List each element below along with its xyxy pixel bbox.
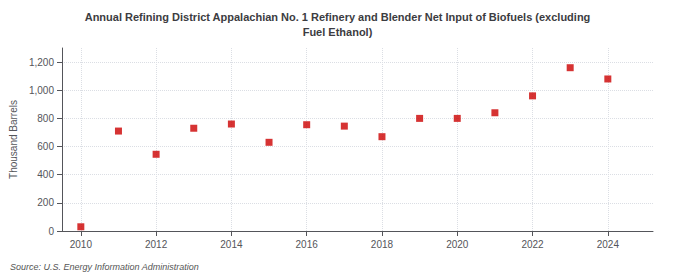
svg-text:400: 400 (37, 169, 54, 180)
svg-text:2010: 2010 (70, 239, 93, 250)
svg-text:1,200: 1,200 (29, 57, 54, 68)
svg-text:2024: 2024 (597, 239, 620, 250)
svg-text:2022: 2022 (521, 239, 544, 250)
svg-text:Thousand Barrels: Thousand Barrels (8, 100, 19, 179)
svg-text:2016: 2016 (296, 239, 319, 250)
svg-text:Source: U.S. Energy Informatio: Source: U.S. Energy Information Administ… (10, 262, 199, 272)
svg-text:2018: 2018 (371, 239, 394, 250)
svg-text:600: 600 (37, 141, 54, 152)
svg-text:2020: 2020 (446, 239, 469, 250)
svg-text:200: 200 (37, 197, 54, 208)
svg-text:2014: 2014 (220, 239, 243, 250)
svg-text:800: 800 (37, 113, 54, 124)
svg-text:1,000: 1,000 (29, 85, 54, 96)
svg-text:2012: 2012 (145, 239, 168, 250)
svg-text:Fuel Ethanol): Fuel Ethanol) (303, 26, 373, 38)
svg-text:Annual Refining District Appal: Annual Refining District Appalachian No.… (85, 11, 591, 23)
svg-text:0: 0 (48, 226, 54, 237)
